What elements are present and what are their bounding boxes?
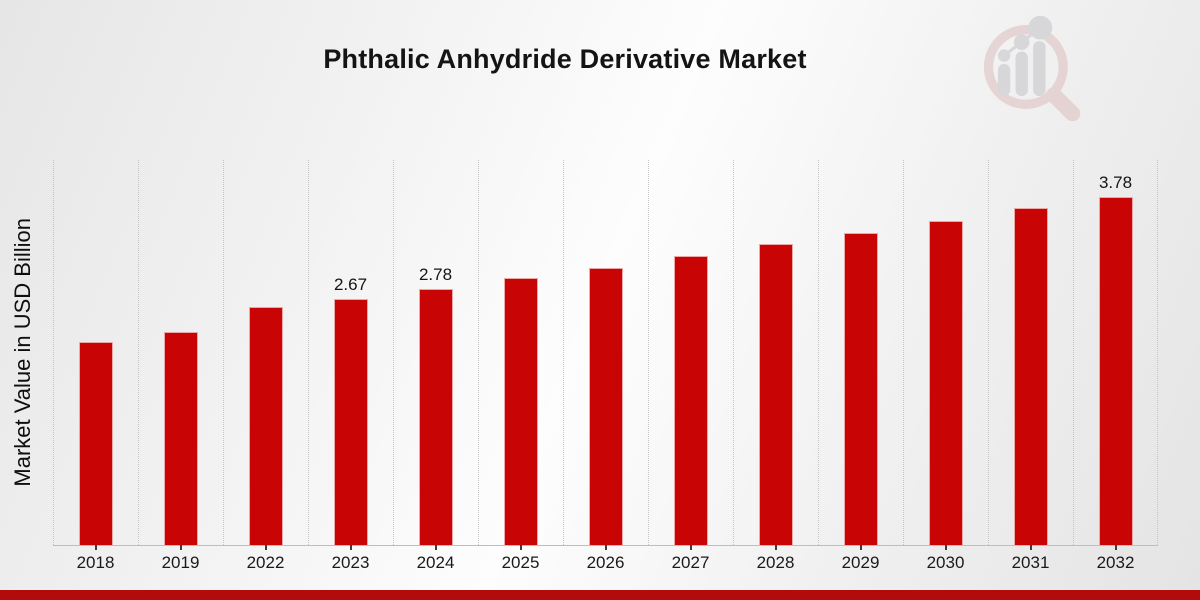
x-axis-tick-label: 2026	[586, 553, 625, 572]
bar-2022	[248, 307, 283, 545]
x-axis-tick	[859, 545, 862, 550]
magnifier-bar-chart-logo-icon	[983, 15, 1081, 121]
x-axis-tick	[689, 545, 692, 550]
category-slot: 2019	[138, 160, 223, 572]
gridline	[1073, 160, 1074, 545]
chart-title: Phthalic Anhydride Derivative Market	[323, 44, 807, 74]
x-axis-tick	[94, 545, 97, 550]
category-slot: 2029	[818, 160, 903, 572]
gridline	[478, 160, 479, 545]
y-axis-label-wrap: Market Value in USD Billion	[2, 160, 44, 545]
bar-2025	[503, 278, 538, 545]
x-axis-tick	[1114, 545, 1117, 550]
x-axis-tick	[944, 545, 947, 550]
x-axis-tick-label: 2030	[926, 553, 965, 572]
bar-2030	[928, 221, 963, 545]
gridline	[138, 160, 139, 545]
x-axis-tick-label: 2022	[246, 553, 285, 572]
gridline	[308, 160, 309, 545]
x-axis-tick-label: 2023	[331, 553, 370, 572]
bar-value-label: 3.78	[1098, 173, 1133, 192]
x-axis-tick	[774, 545, 777, 550]
bar-2024	[418, 289, 453, 545]
gridline	[648, 160, 649, 545]
bar-2023	[333, 299, 368, 545]
category-slot: 2030	[903, 160, 988, 572]
x-axis-tick	[1029, 545, 1032, 550]
category-slot: 2027	[648, 160, 733, 572]
bar-value-label: 2.78	[418, 265, 453, 284]
x-axis-tick	[349, 545, 352, 550]
x-axis-tick-label: 2029	[841, 553, 880, 572]
bar-2029	[843, 233, 878, 545]
category-slot: 2025	[478, 160, 563, 572]
category-slot: 2028	[733, 160, 818, 572]
category-slot: 2.67 2023	[308, 160, 393, 572]
x-axis-tick	[604, 545, 607, 550]
bar-2027	[673, 256, 708, 545]
category-slot: 2026	[563, 160, 648, 572]
gridline	[903, 160, 904, 545]
gridline	[393, 160, 394, 545]
gridline	[1157, 160, 1158, 545]
bar-2031	[1013, 208, 1048, 545]
gridline	[53, 160, 54, 545]
x-axis-tick	[179, 545, 182, 550]
category-slot: 3.78 2032	[1073, 160, 1158, 572]
category-slot: 2022	[223, 160, 308, 572]
bar-2028	[758, 244, 793, 545]
x-axis-tick-label: 2031	[1011, 553, 1050, 572]
x-axis-tick	[434, 545, 437, 550]
gridline	[988, 160, 989, 545]
gridline	[563, 160, 564, 545]
gridline	[818, 160, 819, 545]
x-axis-tick-label: 2019	[161, 553, 200, 572]
x-axis-tick-label: 2025	[501, 553, 540, 572]
category-slot: 2031	[988, 160, 1073, 572]
bar-2019	[163, 332, 198, 545]
gridline	[733, 160, 734, 545]
x-axis-tick-label: 2018	[76, 553, 115, 572]
bar-2026	[588, 268, 623, 545]
x-axis-tick-label: 2028	[756, 553, 795, 572]
y-axis-label: Market Value in USD Billion	[10, 218, 35, 487]
bar-2018	[78, 342, 113, 545]
footer-red-band	[0, 590, 1200, 600]
x-axis-tick	[519, 545, 522, 550]
x-axis-tick-label: 2024	[416, 553, 455, 572]
x-axis-tick	[264, 545, 267, 550]
x-axis-tick-label: 2027	[671, 553, 710, 572]
plot-area: 2018 2019 2022 2.67 2023 2.78 2024 2025 2026 2027…	[53, 160, 1158, 572]
bar-value-label: 2.67	[333, 275, 368, 294]
gridline	[223, 160, 224, 545]
x-axis-tick-label: 2032	[1096, 553, 1135, 572]
category-slot: 2018	[53, 160, 138, 572]
category-slot: 2.78 2024	[393, 160, 478, 572]
bar-2032	[1098, 197, 1133, 545]
